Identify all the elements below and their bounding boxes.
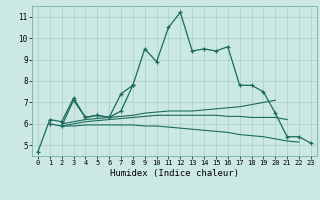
X-axis label: Humidex (Indice chaleur): Humidex (Indice chaleur) [110, 169, 239, 178]
